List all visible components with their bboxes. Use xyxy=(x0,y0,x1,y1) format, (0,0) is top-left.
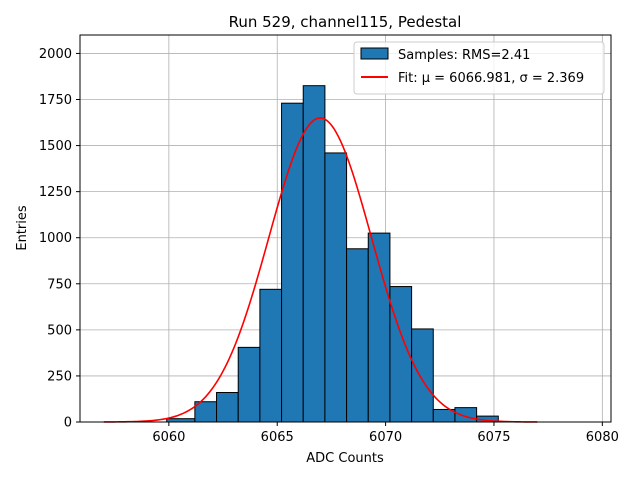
y-tick-label: 500 xyxy=(47,323,72,338)
histogram-bar xyxy=(259,288,283,423)
legend-histogram-label: Samples: RMS=2.41 xyxy=(398,48,530,63)
histogram-bar xyxy=(216,392,239,423)
x-tick-label: 6060 xyxy=(152,430,185,445)
fit-curve xyxy=(103,117,538,423)
y-tick-label: 2000 xyxy=(39,47,72,62)
legend-fit-label: Fit: μ = 6066.981, σ = 2.369 xyxy=(398,71,584,86)
histogram-bar xyxy=(281,102,304,423)
y-tick-label: 1250 xyxy=(39,185,72,200)
x-tick-label: 6075 xyxy=(477,430,510,445)
histogram-bar xyxy=(302,85,326,423)
chart-title: Run 529, channel115, Pedestal xyxy=(229,13,462,31)
histogram-bar xyxy=(237,346,261,423)
y-tick-label: 1750 xyxy=(39,93,72,108)
y-tick-label: 0 xyxy=(64,416,72,431)
y-axis-label: Entries xyxy=(15,205,30,251)
plot-frame xyxy=(79,34,612,423)
x-axis-ticks: 6060 6065 6070 6075 6080 xyxy=(152,422,619,445)
histogram-bar xyxy=(324,152,348,423)
legend-frame xyxy=(353,41,605,95)
y-tick-label: 1500 xyxy=(39,139,72,154)
y-tick-label: 750 xyxy=(47,277,72,292)
legend-histogram-swatch xyxy=(360,47,389,60)
histogram-bar xyxy=(454,407,478,423)
legend: Samples: RMS=2.41 Fit: μ = 6066.981, σ =… xyxy=(353,41,605,95)
x-axis-label: ADC Counts xyxy=(306,451,384,466)
histogram-bar xyxy=(367,232,391,423)
y-tick-label: 1000 xyxy=(39,231,72,246)
x-tick-label: 6070 xyxy=(369,430,402,445)
x-tick-label: 6065 xyxy=(261,430,294,445)
y-tick-label: 250 xyxy=(47,369,72,384)
y-axis-ticks: 0 250 500 750 1000 1250 1500 1750 2000 xyxy=(39,47,80,431)
x-tick-label: 6080 xyxy=(586,430,619,445)
histogram-bars xyxy=(166,85,499,423)
histogram-bar xyxy=(411,328,434,423)
fit-curve-group xyxy=(103,117,538,423)
histogram-bar xyxy=(346,248,369,423)
